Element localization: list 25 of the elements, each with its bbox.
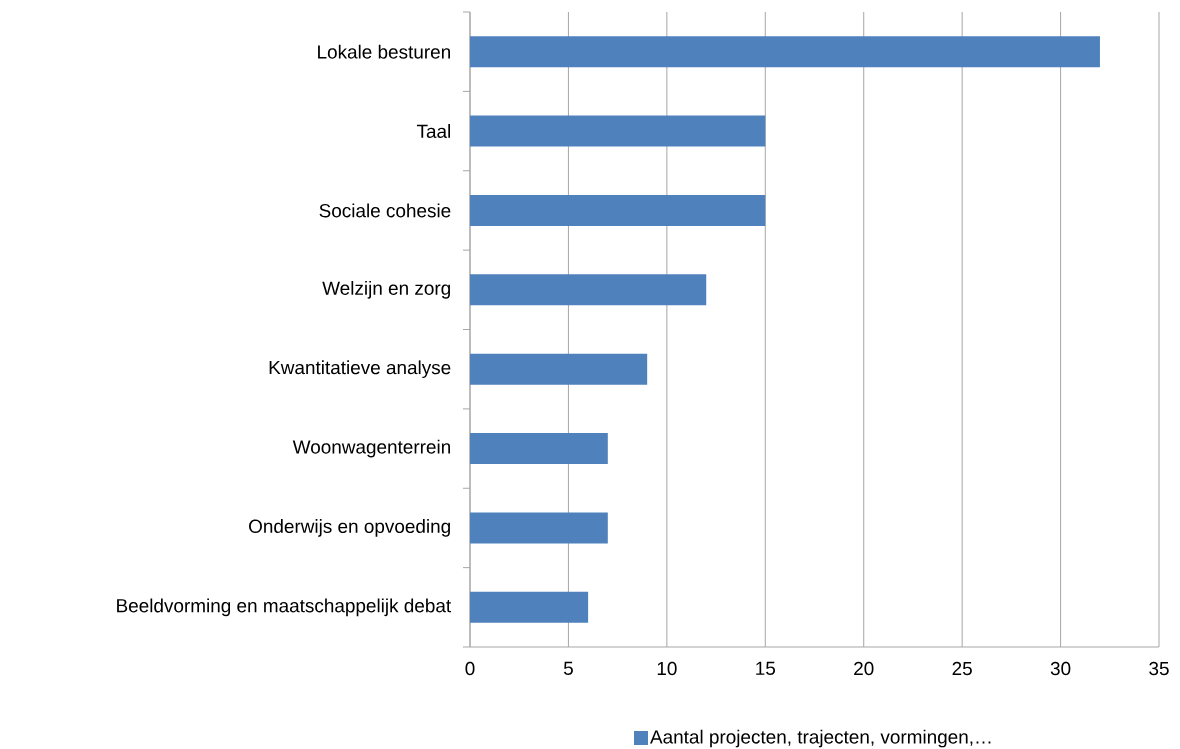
bar (470, 194, 766, 226)
bar (470, 274, 707, 306)
bar (470, 353, 648, 385)
y-tick-label: Woonwagenterrein (292, 439, 450, 458)
x-tick-label: 15 (756, 661, 776, 675)
bar (470, 512, 608, 544)
x-tick-label: 35 (1149, 661, 1169, 676)
x-tick-label: 0 (465, 661, 475, 676)
bar (470, 115, 766, 147)
y-tick-label: Welzijn en zorg (322, 280, 450, 299)
y-tick-label: Kwantitatieve analyse (269, 360, 451, 379)
legend-label: Aantal projecten, trajecten, vormingen,… (650, 729, 991, 748)
y-tick-label: Taal (416, 124, 450, 139)
y-tick-label: Sociale cohesie (319, 203, 451, 218)
bar (470, 433, 608, 465)
bar (470, 36, 1100, 68)
y-tick-label: Lokale besturen (318, 44, 450, 59)
x-tick-label: 25 (952, 661, 972, 676)
x-tick-label: 30 (1050, 661, 1071, 676)
y-tick-label: Beeldvorming en maatschappelijk debat (117, 598, 452, 617)
x-tick-label: 5 (563, 661, 573, 675)
y-tick-label: Onderwijs en opvoeding (249, 519, 450, 537)
x-tick-label: 10 (657, 661, 677, 676)
x-tick-label: 20 (854, 661, 874, 676)
bar (470, 591, 589, 623)
